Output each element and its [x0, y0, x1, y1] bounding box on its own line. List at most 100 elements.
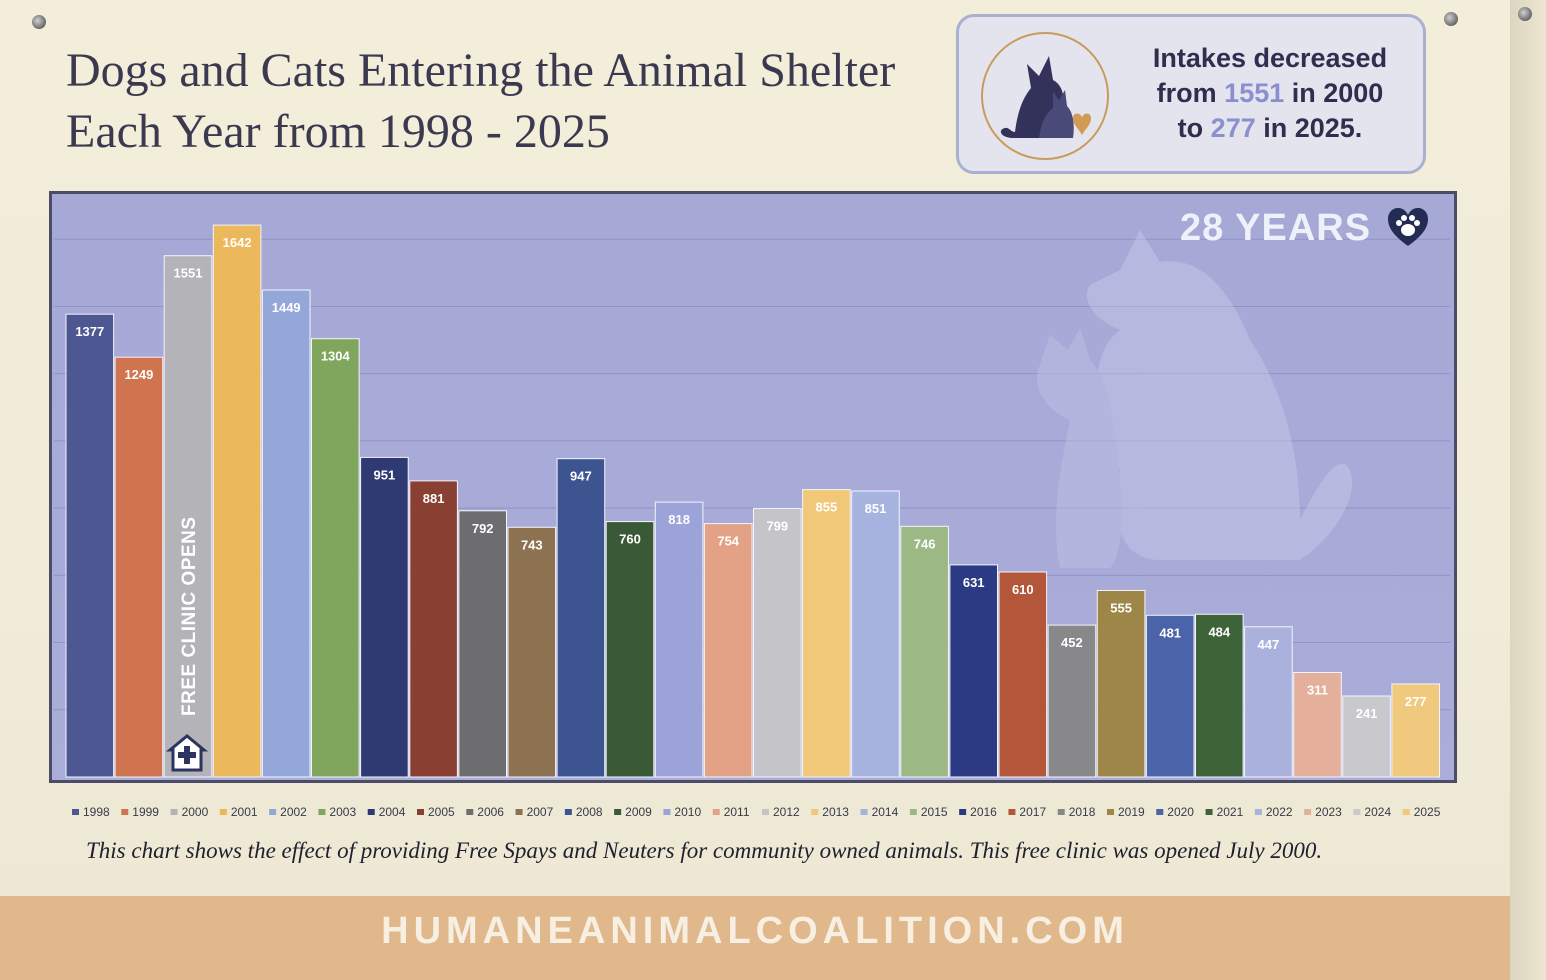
- legend-label: 2011: [724, 805, 750, 819]
- bar-2003: [311, 338, 360, 778]
- legend-label: 2021: [1217, 805, 1244, 819]
- legend-label: 2025: [1414, 805, 1441, 819]
- legend-swatch: [269, 809, 277, 815]
- chart-caption: This chart shows the effect of providing…: [86, 838, 1323, 863]
- legend-label: 2002: [280, 805, 307, 819]
- bar-2023: [1293, 672, 1342, 778]
- title-line-2: Each Year from 1998 - 2025: [66, 105, 610, 158]
- bar-value-label: 951: [374, 467, 396, 482]
- legend-swatch: [515, 809, 523, 815]
- bar-value-label: 555: [1110, 601, 1132, 616]
- bar-2010: [654, 501, 704, 778]
- bar-value-label: 855: [816, 500, 838, 515]
- legend-label: 2019: [1118, 805, 1145, 819]
- bar-value-label: 1377: [75, 324, 104, 339]
- paw-heart-icon: [1388, 208, 1428, 246]
- bar-value-label: 1249: [124, 367, 153, 382]
- bar-value-label: 610: [1012, 582, 1034, 597]
- bar-2013: [802, 489, 851, 778]
- bar-2016: [949, 564, 999, 778]
- legend-label: 2010: [674, 805, 701, 819]
- legend-swatch: [367, 809, 375, 815]
- bar-value-label: 1304: [321, 349, 351, 364]
- legend-swatch: [762, 809, 769, 815]
- callout-start-value: 1551: [1224, 78, 1285, 108]
- legend-label: 2022: [1266, 805, 1293, 819]
- callout-line-3: to 277 in 2025.: [1129, 111, 1411, 146]
- bar-2024: [1342, 695, 1391, 778]
- bar-value-label: 743: [521, 537, 543, 552]
- legend-label: 1999: [132, 805, 159, 819]
- legend-label: 2003: [329, 805, 356, 819]
- legend-label: 2006: [477, 805, 504, 819]
- bar-1998: [65, 313, 115, 778]
- bar-2008: [556, 458, 606, 778]
- legend-swatch: [959, 809, 967, 815]
- bar-2011: [703, 523, 753, 778]
- bar-2000: [163, 255, 213, 778]
- legend-label: 2004: [379, 805, 406, 819]
- bar-value-label: 851: [865, 501, 887, 516]
- bar-2012: [753, 507, 802, 778]
- bar-value-label: 881: [423, 491, 445, 506]
- legend-swatch: [1402, 809, 1410, 815]
- bar-value-label: 311: [1307, 683, 1328, 698]
- legend-swatch: [1057, 809, 1065, 815]
- legend-label: 2018: [1069, 805, 1096, 819]
- legend-swatch: [417, 809, 424, 815]
- bar-2017: [998, 571, 1048, 778]
- bar-2002: [261, 289, 311, 778]
- legend-swatch: [614, 809, 622, 815]
- legend-swatch: [170, 809, 178, 815]
- legend-label: 2009: [625, 805, 652, 819]
- legend-swatch: [1107, 809, 1114, 815]
- legend-label: 2020: [1167, 805, 1194, 819]
- legend-swatch: [1254, 809, 1262, 815]
- legend-label: 2007: [527, 805, 554, 819]
- footer-bar: HUMANEANIMALCOALITION.COM: [0, 896, 1510, 980]
- legend-swatch: [121, 809, 129, 815]
- legend-label: 2015: [921, 805, 948, 819]
- dog-cat-silhouette-icon: [1036, 230, 1352, 568]
- chart-legend: 1998 1999 2000 2001 2002 2003 2004 2005 2006 2007…: [72, 805, 1441, 819]
- callout-line-2: from 1551 in 2000: [1129, 76, 1411, 111]
- legend-swatch: [663, 809, 671, 815]
- legend-label: 2024: [1364, 805, 1391, 819]
- bar-2001: [212, 224, 262, 778]
- bar-2007: [507, 526, 557, 778]
- dog-cat-heart-icon: [981, 32, 1109, 160]
- bar-value-label: 799: [766, 518, 788, 533]
- bar-value-label: 818: [668, 512, 690, 527]
- legend-swatch: [466, 809, 474, 815]
- bar-value-label: 1642: [223, 235, 252, 250]
- legend-label: 2013: [822, 805, 849, 819]
- bar-2018: [1047, 624, 1097, 778]
- bar-value-label: 1449: [272, 300, 301, 315]
- bar-value-label: 1551: [174, 266, 203, 281]
- bar-2021: [1195, 613, 1244, 778]
- legend-swatch: [219, 809, 227, 815]
- bar-value-label: 452: [1061, 635, 1083, 650]
- bar-value-label: 631: [963, 575, 985, 590]
- bar-2020: [1145, 614, 1195, 778]
- legend-swatch: [860, 809, 868, 815]
- bar-value-label: 754: [717, 534, 739, 549]
- bar-value-label: 947: [570, 469, 592, 484]
- callout-text-part: from: [1156, 78, 1225, 108]
- callout-text-part: in 2000: [1284, 78, 1384, 108]
- legend-swatch: [909, 809, 917, 815]
- bar-2006: [458, 510, 507, 778]
- legend-label: 2012: [773, 805, 800, 819]
- legend-swatch: [811, 809, 819, 815]
- summary-callout: Intakes decreased from 1551 in 2000 to 2…: [956, 14, 1426, 174]
- callout-text: Intakes decreased from 1551 in 2000 to 2…: [1129, 41, 1411, 146]
- bar-2004: [360, 456, 409, 778]
- bar-2009: [605, 521, 655, 778]
- website-link[interactable]: HUMANEANIMALCOALITION.COM: [381, 910, 1129, 952]
- legend-label: 2008: [576, 805, 603, 819]
- bar-value-label: 746: [914, 536, 936, 551]
- legend-swatch: [712, 809, 720, 815]
- bar-2014: [851, 490, 900, 778]
- legend-swatch: [1353, 809, 1361, 815]
